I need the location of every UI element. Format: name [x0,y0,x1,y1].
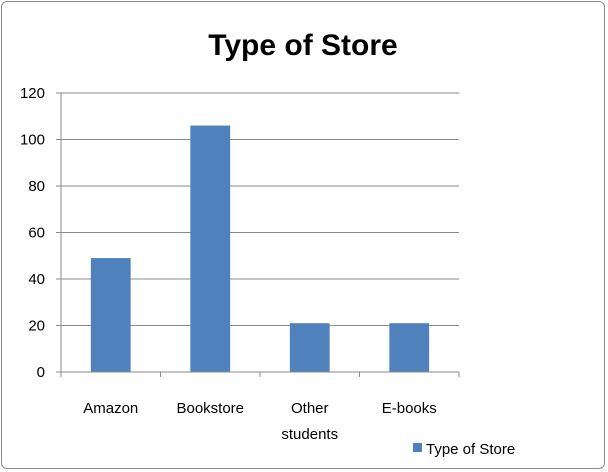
legend: Type of Store [413,441,515,458]
legend-label: Type of Store [426,441,515,458]
bar-4 [389,323,430,372]
x-tick-label-2: Bookstore [176,400,244,417]
axes [60,93,460,377]
chart-title: Type of Store [208,29,397,62]
legend-swatch [413,443,422,452]
y-axis-ticks: 0 20 40 60 80 100 120 [20,85,61,381]
y-tick-label-60: 60 [28,225,45,242]
x-tick-label-4: E-books [382,400,437,417]
bar-1 [90,258,131,372]
bars [90,125,430,372]
y-tick-label-20: 20 [28,318,45,335]
y-tick-label-80: 80 [28,178,45,195]
x-axis-ticks: Amazon Bookstore Other students E-books [83,400,437,443]
y-tick-label-0: 0 [37,364,45,381]
y-tick-label-120: 120 [20,85,45,102]
y-tick-label-100: 100 [20,132,45,149]
bar-3 [289,323,330,372]
bar-2 [190,125,231,372]
y-tick-label-40: 40 [28,271,45,288]
x-tick-label-3: Other students [281,400,338,443]
x-tick-label-1: Amazon [83,400,138,417]
